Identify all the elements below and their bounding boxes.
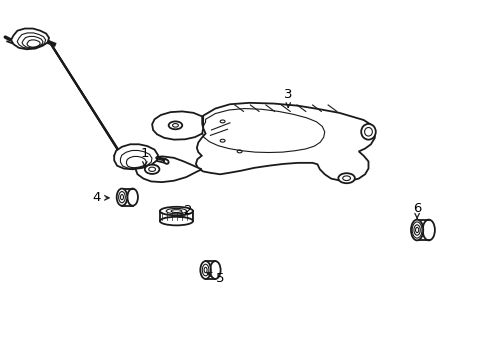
Text: 1: 1 — [140, 147, 149, 166]
Text: 2: 2 — [179, 204, 192, 217]
Polygon shape — [114, 144, 158, 169]
Ellipse shape — [422, 220, 434, 240]
Ellipse shape — [168, 121, 182, 129]
Text: 5: 5 — [206, 272, 224, 285]
Ellipse shape — [361, 124, 375, 140]
Ellipse shape — [148, 167, 155, 171]
Polygon shape — [196, 103, 374, 181]
Polygon shape — [152, 111, 203, 140]
Text: 6: 6 — [412, 202, 421, 218]
Text: 3: 3 — [284, 88, 292, 107]
Ellipse shape — [144, 165, 159, 174]
Ellipse shape — [200, 261, 210, 279]
Ellipse shape — [160, 207, 193, 215]
Ellipse shape — [410, 220, 423, 240]
Ellipse shape — [338, 173, 354, 183]
Polygon shape — [11, 28, 49, 49]
Ellipse shape — [163, 159, 168, 164]
Ellipse shape — [117, 189, 127, 206]
Ellipse shape — [210, 261, 220, 279]
Text: 4: 4 — [92, 192, 109, 204]
Ellipse shape — [172, 123, 178, 127]
Ellipse shape — [127, 189, 138, 206]
Polygon shape — [114, 153, 121, 159]
Polygon shape — [135, 157, 201, 182]
Ellipse shape — [160, 217, 193, 225]
